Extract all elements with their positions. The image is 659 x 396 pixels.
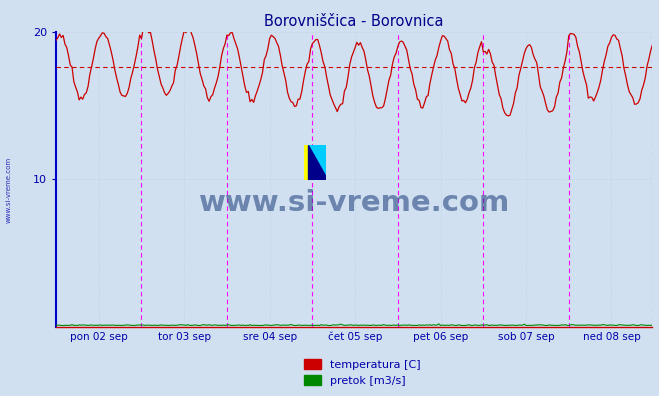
Polygon shape (308, 145, 326, 177)
Polygon shape (308, 145, 326, 180)
Title: Borovniščica - Borovnica: Borovniščica - Borovnica (264, 14, 444, 29)
Legend: temperatura [C], pretok [m3/s]: temperatura [C], pretok [m3/s] (300, 354, 425, 390)
Text: www.si-vreme.com: www.si-vreme.com (198, 189, 510, 217)
Text: www.si-vreme.com: www.si-vreme.com (5, 157, 12, 223)
